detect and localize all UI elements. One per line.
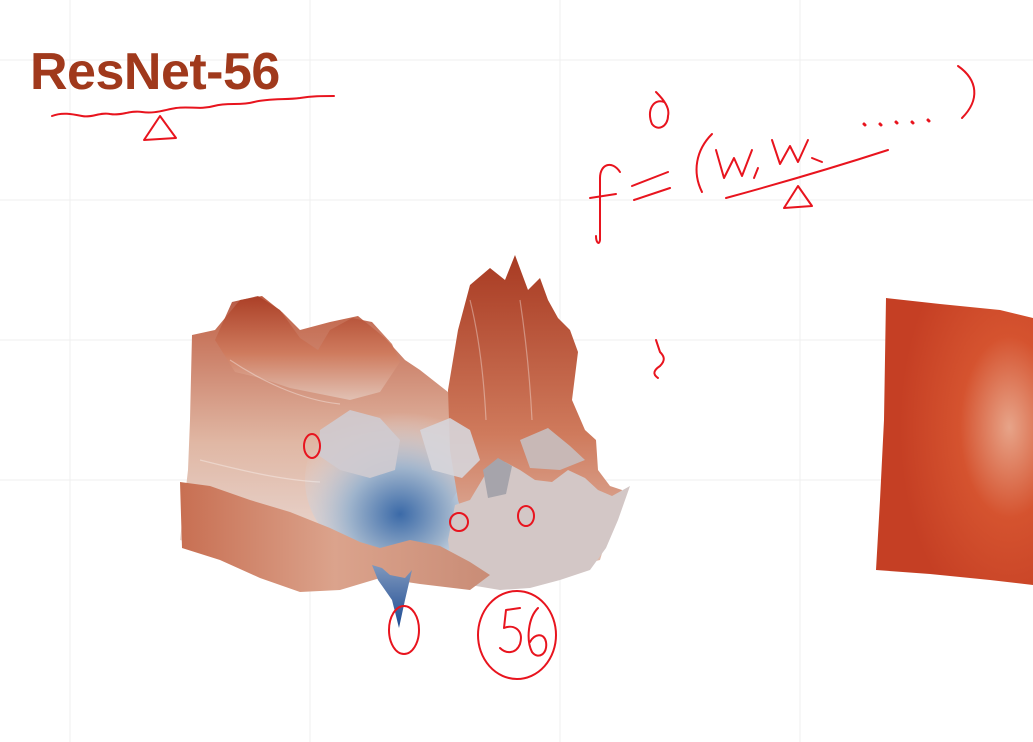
handwritten-6	[527, 607, 548, 657]
handwritten-partial	[648, 91, 670, 129]
handwritten-subscript	[811, 157, 823, 163]
title-delta-sign	[143, 115, 177, 141]
handwritten-delta	[783, 185, 813, 209]
loss-landscape-surface	[180, 255, 630, 628]
handwritten-comma	[753, 167, 759, 179]
handwritten-underline	[725, 149, 889, 199]
handwritten-scribble	[653, 339, 665, 379]
handwritten-open-paren	[695, 133, 713, 193]
handwritten-dots	[862, 118, 931, 127]
local-minimum-marker	[449, 512, 469, 532]
handwritten-equals-top	[631, 171, 669, 187]
handwritten-f	[595, 163, 621, 244]
smooth-loss-surface	[876, 298, 1033, 585]
handwritten-annotations	[51, 65, 976, 680]
handwritten-f-crossbar	[589, 193, 617, 199]
handwritten-w1	[715, 149, 753, 179]
handwritten-close-paren	[957, 65, 976, 119]
handwritten-5	[499, 607, 522, 654]
handwritten-w2	[771, 139, 809, 165]
handwritten-equals-bottom	[633, 187, 671, 201]
local-minimum-marker	[517, 505, 535, 527]
slide-title: ResNet-56	[30, 43, 280, 101]
local-minimum-marker	[303, 433, 321, 459]
title-underline-squiggle	[51, 95, 335, 118]
circled-56-outline	[477, 590, 557, 680]
global-minimum-marker	[388, 605, 420, 655]
